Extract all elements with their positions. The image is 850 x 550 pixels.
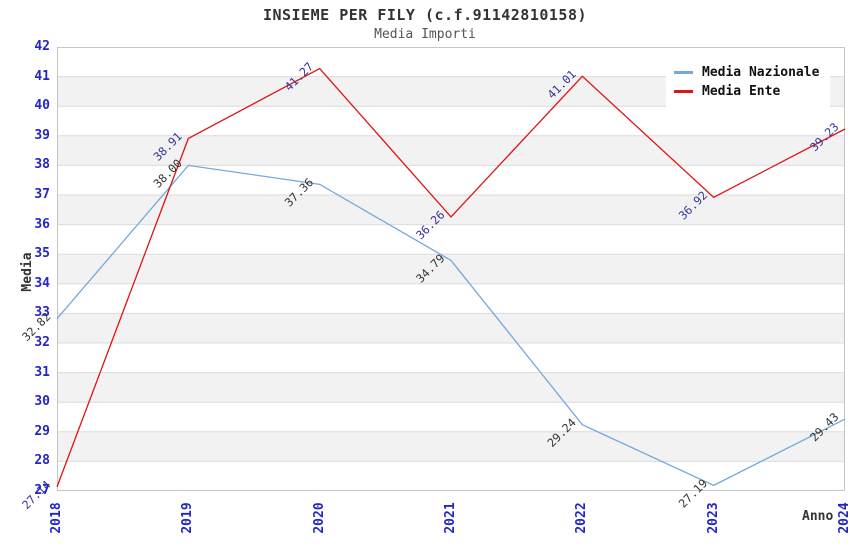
x-tick-label: 2023 <box>705 502 721 534</box>
y-tick-label: 38 <box>34 157 50 173</box>
plot-area: 32.82 38.00 37.36 34.79 29.24 27.19 29.43 27.14… <box>19 47 846 512</box>
line-sample-icon <box>674 71 693 74</box>
y-tick-label: 27 <box>34 483 50 498</box>
y-tick-label: 41 <box>34 68 50 84</box>
x-tick-label: 2018 <box>49 502 64 534</box>
band-stripe <box>57 431 845 462</box>
y-tick-label: 40 <box>34 98 50 114</box>
x-tick-label: 2019 <box>180 502 196 534</box>
x-tick-label: 2022 <box>574 502 590 534</box>
y-tick-label: 28 <box>34 453 50 469</box>
data-point-label: 27.19 <box>676 476 710 510</box>
band-stripe <box>57 254 845 284</box>
x-tick-label: 2024 <box>837 502 850 534</box>
y-tick-label: 29 <box>34 423 50 439</box>
legend: Media Nazionale Media Ente <box>666 57 830 107</box>
y-tick-label: 33 <box>34 305 50 321</box>
x-tick-label: 2020 <box>311 502 327 534</box>
legend-label: Media Nazionale <box>702 65 820 80</box>
y-tick-label: 37 <box>34 187 50 202</box>
band-stripe <box>57 372 845 403</box>
legend-label: Media Ente <box>702 84 781 99</box>
series-line-media-ente <box>56 67 846 488</box>
chart-subtitle: Media Importi <box>374 27 476 42</box>
plot-border <box>57 47 845 491</box>
y-tick-label: 35 <box>34 246 50 262</box>
line-sample-icon <box>674 90 693 93</box>
legend-item-media-nazionale: Media Nazionale <box>674 63 822 82</box>
y-tick-label: 39 <box>34 127 50 143</box>
y-tick-label: 30 <box>34 394 50 410</box>
y-tick-label: 34 <box>34 275 50 291</box>
x-axis-title: Anno <box>802 509 834 524</box>
band-stripe <box>57 135 845 166</box>
band-stripe <box>57 313 845 343</box>
plot-svg: 32.8238.0037.3634.7929.2427.1929.4327.14… <box>19 47 846 512</box>
band-stripe <box>57 195 845 225</box>
chart-title: INSIEME PER FILY (c.f.91142810158) <box>262 6 588 24</box>
y-tick-label: 32 <box>34 335 50 350</box>
x-tick-label: 2021 <box>443 502 458 534</box>
series-line-media-nazionale <box>56 164 846 487</box>
y-tick-label: 31 <box>34 364 50 380</box>
y-tick-label: 36 <box>34 216 50 232</box>
y-tick-label: 42 <box>34 39 50 54</box>
legend-item-media-ente: Media Ente <box>674 82 822 101</box>
